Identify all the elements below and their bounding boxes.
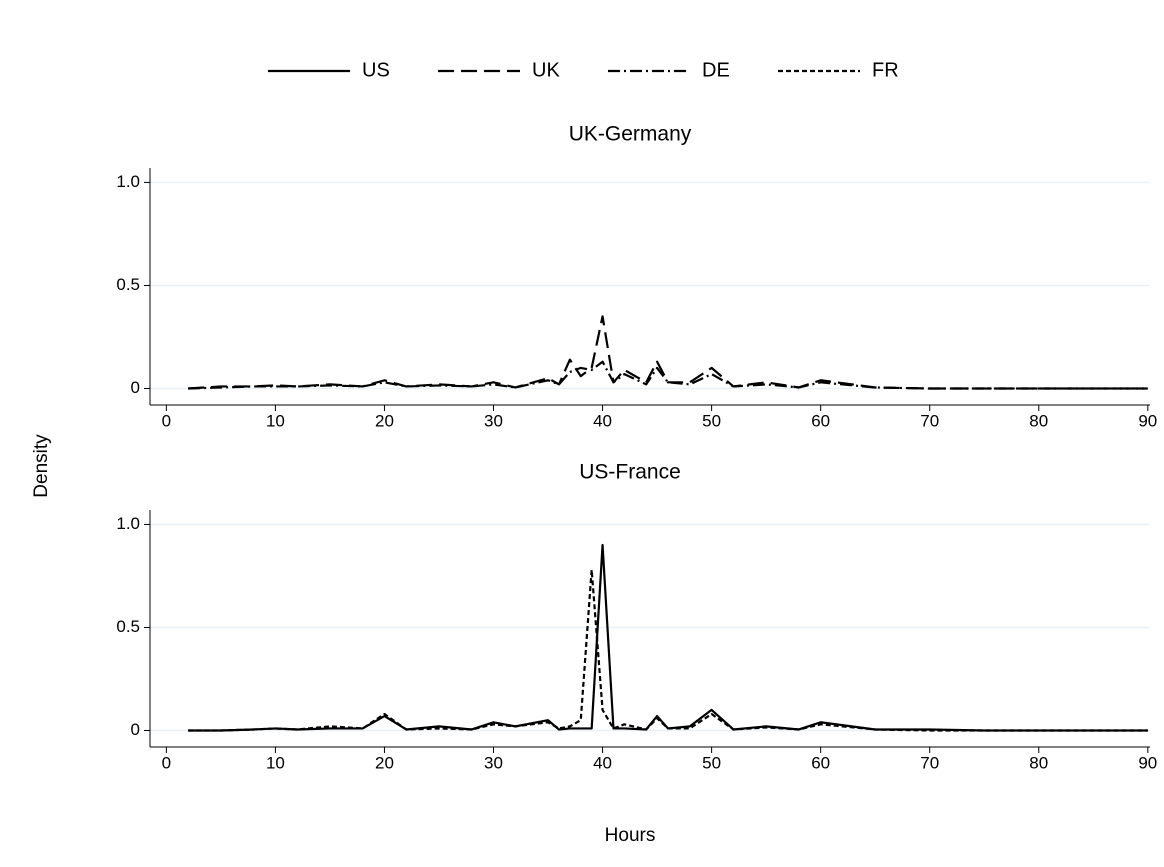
x-tick-label: 60: [811, 753, 830, 772]
x-tick-label: 0: [162, 753, 171, 772]
series-line: [188, 315, 1148, 390]
x-tick-label: 0: [162, 411, 171, 430]
y-tick-label: 1.0: [116, 514, 140, 533]
x-tick-label: 60: [811, 411, 830, 430]
legend-label: UK: [532, 59, 560, 81]
x-tick-label: 90: [1138, 411, 1157, 430]
legend-label: FR: [872, 59, 899, 81]
x-tick-label: 30: [484, 753, 503, 772]
y-tick-label: 0: [131, 378, 140, 397]
panel-title: US-France: [579, 461, 681, 484]
x-tick-label: 40: [593, 411, 612, 430]
y-tick-label: 0.5: [116, 617, 140, 636]
legend-label: DE: [702, 59, 730, 81]
x-tick-label: 20: [375, 753, 394, 772]
x-tick-label: 10: [266, 753, 285, 772]
y-tick-label: 0: [131, 720, 140, 739]
x-tick-label: 20: [375, 411, 394, 430]
x-tick-label: 80: [1029, 753, 1048, 772]
x-tick-label: 80: [1029, 411, 1048, 430]
x-tick-label: 50: [702, 753, 721, 772]
y-axis-label: Density: [31, 434, 52, 498]
legend-label: US: [362, 59, 390, 81]
x-tick-label: 50: [702, 411, 721, 430]
x-tick-label: 70: [920, 753, 939, 772]
x-tick-label: 90: [1138, 753, 1157, 772]
y-tick-label: 1.0: [116, 172, 140, 191]
x-axis-label: Hours: [605, 825, 656, 846]
x-tick-label: 30: [484, 411, 503, 430]
y-tick-label: 0.5: [116, 275, 140, 294]
x-tick-label: 40: [593, 753, 612, 772]
x-tick-label: 70: [920, 411, 939, 430]
x-tick-label: 10: [266, 411, 285, 430]
series-line: [188, 568, 1148, 732]
series-line: [188, 360, 1148, 390]
panel-title: UK-Germany: [569, 123, 692, 146]
